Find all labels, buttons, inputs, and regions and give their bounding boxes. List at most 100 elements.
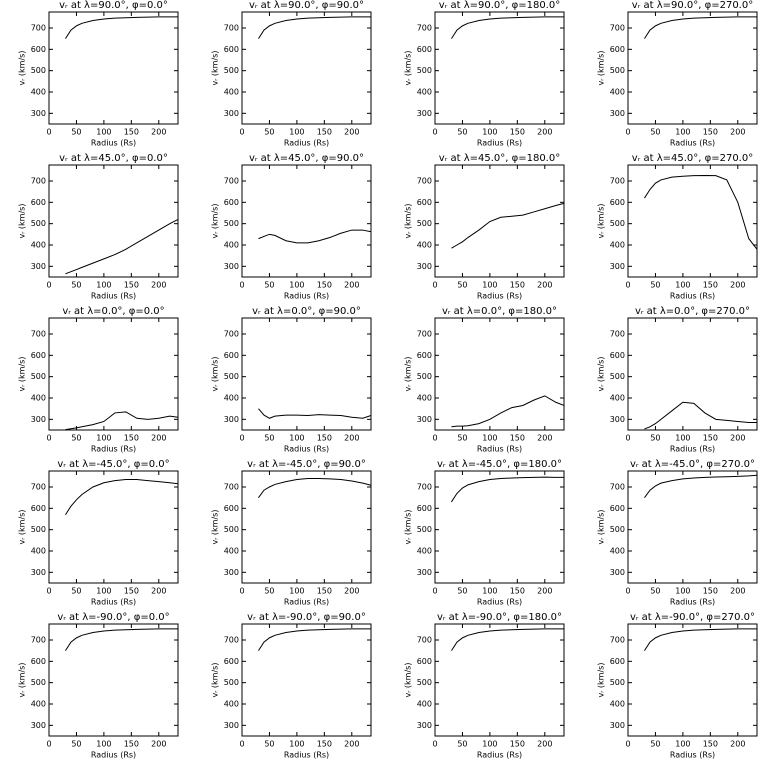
y-tick-label: 700	[224, 24, 239, 33]
y-tick-label: 400	[224, 88, 239, 97]
plot-frame	[48, 470, 179, 584]
x-tick-label: 50	[264, 587, 274, 596]
y-tick-label: 600	[610, 198, 625, 207]
x-tick-label: 0	[625, 740, 630, 749]
y-tick-label: 400	[610, 394, 625, 403]
x-tick-label: 200	[537, 587, 552, 596]
plot-frame	[241, 317, 372, 431]
x-axis-label: Radius (Rs)	[477, 751, 522, 760]
chart-title: vᵣ at λ=45.0°, φ=90.0°	[249, 153, 364, 164]
chart-title: vᵣ at λ=-45.0°, φ=90.0°	[247, 459, 366, 470]
x-tick-label: 150	[703, 128, 718, 137]
x-tick-label: 200	[344, 434, 359, 443]
x-tick-label: 100	[289, 281, 304, 290]
chart-title: vᵣ at λ=90.0°, φ=0.0°	[59, 0, 168, 11]
plot-frame	[241, 164, 372, 278]
plot-frame	[48, 623, 179, 737]
y-tick-label: 400	[31, 547, 46, 556]
y-tick-label: 300	[224, 262, 239, 271]
plot-frame	[434, 623, 565, 737]
x-axis-label: Radius (Rs)	[91, 598, 136, 607]
y-tick-label: 500	[610, 678, 625, 687]
x-tick-label: 50	[71, 740, 81, 749]
subplot: vᵣ at λ=45.0°, φ=270.0° 0 50 100 150 200 300 40…	[597, 153, 758, 301]
y-tick-label: 700	[417, 636, 432, 645]
y-tick-label: 300	[610, 109, 625, 118]
y-tick-label: 500	[610, 372, 625, 381]
y-tick-label: 600	[224, 198, 239, 207]
y-tick-label: 300	[417, 721, 432, 730]
chart-title: vᵣ at λ=-90.0°, φ=90.0°	[247, 612, 366, 623]
y-axis-label: vᵣ (km/s)	[211, 357, 220, 392]
y-axis-label: vᵣ (km/s)	[404, 204, 413, 239]
x-tick-label: 200	[344, 587, 359, 596]
x-axis-label: Radius (Rs)	[284, 139, 329, 148]
x-tick-label: 150	[703, 281, 718, 290]
x-tick-label: 100	[96, 740, 111, 749]
y-tick-label: 500	[224, 372, 239, 381]
y-tick-label: 500	[417, 219, 432, 228]
x-tick-label: 100	[675, 587, 690, 596]
plot-frame	[627, 317, 758, 431]
y-tick-label: 600	[417, 198, 432, 207]
x-tick-label: 50	[457, 740, 467, 749]
x-tick-label: 150	[510, 434, 525, 443]
y-tick-label: 600	[224, 657, 239, 666]
x-axis-label: Radius (Rs)	[284, 292, 329, 301]
chart-title: vᵣ at λ=0.0°, φ=0.0°	[62, 306, 164, 317]
x-tick-label: 0	[239, 128, 244, 137]
chart-title: vᵣ at λ=-90.0°, φ=180.0°	[437, 612, 562, 623]
x-tick-label: 0	[239, 740, 244, 749]
x-axis-label: Radius (Rs)	[670, 445, 715, 454]
x-tick-label: 150	[510, 128, 525, 137]
y-tick-label: 500	[224, 678, 239, 687]
x-tick-label: 200	[344, 128, 359, 137]
subplot: vᵣ at λ=90.0°, φ=90.0° 0 50 100 150 200 300 400…	[211, 0, 372, 148]
y-tick-label: 700	[610, 24, 625, 33]
y-tick-label: 700	[417, 483, 432, 492]
y-tick-label: 600	[610, 351, 625, 360]
x-tick-label: 100	[96, 128, 111, 137]
x-tick-label: 100	[675, 740, 690, 749]
x-tick-label: 0	[46, 128, 51, 137]
data-line	[65, 16, 178, 39]
x-tick-label: 0	[432, 434, 437, 443]
data-line	[644, 628, 757, 651]
x-axis-label: Radius (Rs)	[670, 292, 715, 301]
y-axis-label: vᵣ (km/s)	[404, 663, 413, 698]
y-tick-label: 400	[417, 394, 432, 403]
subplot: vᵣ at λ=0.0°, φ=180.0° 0 50 100 150 200 300 400…	[404, 306, 565, 454]
y-tick-label: 600	[31, 198, 46, 207]
x-tick-label: 100	[289, 128, 304, 137]
y-tick-label: 600	[417, 351, 432, 360]
x-axis-label: Radius (Rs)	[284, 751, 329, 760]
data-line	[258, 408, 372, 419]
subplot: vᵣ at λ=0.0°, φ=270.0° 0 50 100 150 200 300 400…	[597, 306, 758, 454]
y-tick-label: 600	[417, 504, 432, 513]
y-tick-label: 700	[610, 330, 625, 339]
x-tick-label: 50	[264, 281, 274, 290]
subplot: vᵣ at λ=-45.0°, φ=0.0° 0 50 100 150 200 300 400…	[18, 459, 179, 607]
subplot: vᵣ at λ=-90.0°, φ=90.0° 0 50 100 150 200 300 40…	[211, 612, 372, 760]
chart-title: vᵣ at λ=90.0°, φ=270.0°	[632, 0, 753, 11]
subplot: vᵣ at λ=90.0°, φ=180.0° 0 50 100 150 200 300 40…	[404, 0, 565, 148]
plot-frame	[434, 317, 565, 431]
x-tick-label: 200	[730, 740, 745, 749]
x-tick-label: 50	[71, 434, 81, 443]
x-tick-label: 200	[730, 587, 745, 596]
y-tick-label: 700	[31, 483, 46, 492]
chart-title: vᵣ at λ=0.0°, φ=270.0°	[635, 306, 750, 317]
data-line	[65, 479, 179, 516]
x-axis-label: Radius (Rs)	[477, 139, 522, 148]
data-line	[644, 474, 758, 498]
y-axis-label: vᵣ (km/s)	[211, 663, 220, 698]
x-tick-label: 50	[650, 281, 660, 290]
y-axis-label: vᵣ (km/s)	[597, 663, 606, 698]
y-axis-label: vᵣ (km/s)	[597, 204, 606, 239]
x-tick-label: 0	[46, 281, 51, 290]
y-tick-label: 700	[417, 24, 432, 33]
y-tick-label: 300	[224, 568, 239, 577]
y-axis-label: vᵣ (km/s)	[597, 51, 606, 86]
subplot: vᵣ at λ=-90.0°, φ=0.0° 0 50 100 150 200 300 400…	[18, 612, 179, 760]
chart-title: vᵣ at λ=-45.0°, φ=180.0°	[437, 459, 562, 470]
